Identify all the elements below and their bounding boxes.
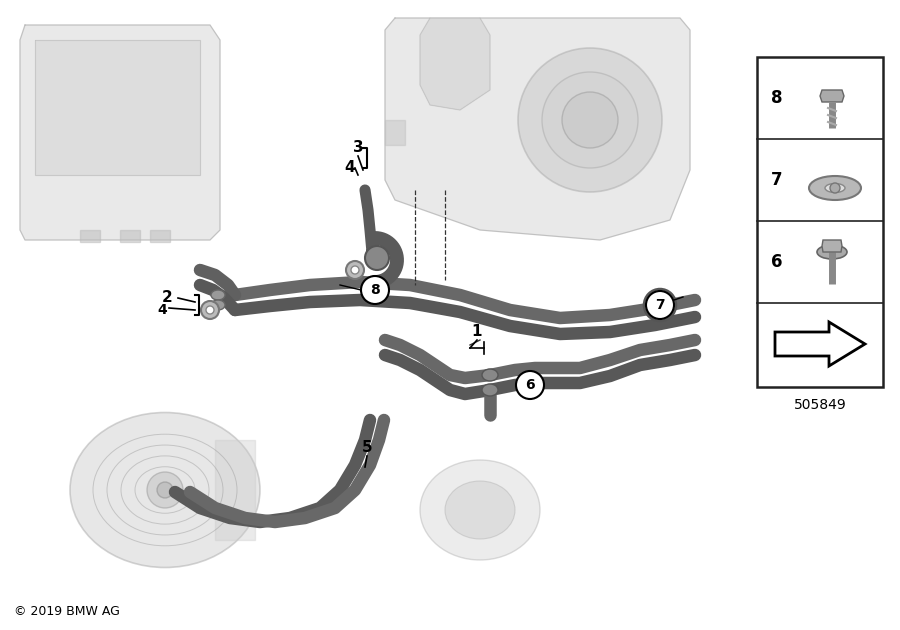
Circle shape	[516, 371, 544, 399]
Polygon shape	[385, 18, 690, 240]
Ellipse shape	[482, 384, 498, 396]
Text: 505849: 505849	[794, 398, 846, 412]
Ellipse shape	[825, 183, 845, 193]
Polygon shape	[820, 90, 844, 102]
Polygon shape	[215, 440, 255, 540]
Polygon shape	[150, 230, 170, 242]
Ellipse shape	[211, 300, 225, 310]
Text: © 2019 BMW AG: © 2019 BMW AG	[14, 605, 120, 618]
Text: 4: 4	[345, 161, 356, 176]
Polygon shape	[775, 322, 865, 366]
Ellipse shape	[817, 245, 847, 259]
Circle shape	[653, 298, 667, 312]
Ellipse shape	[211, 290, 225, 300]
Text: 7: 7	[655, 298, 665, 312]
Circle shape	[562, 92, 618, 148]
Polygon shape	[120, 230, 140, 242]
Text: 6: 6	[771, 253, 782, 271]
Circle shape	[518, 48, 662, 192]
Circle shape	[644, 289, 676, 321]
Ellipse shape	[482, 369, 498, 381]
Polygon shape	[420, 18, 490, 110]
Circle shape	[157, 482, 173, 498]
Ellipse shape	[70, 413, 260, 568]
Circle shape	[361, 276, 389, 304]
Circle shape	[206, 306, 214, 314]
Circle shape	[201, 301, 219, 319]
Circle shape	[646, 291, 674, 319]
Ellipse shape	[420, 460, 540, 560]
Circle shape	[346, 261, 364, 279]
Polygon shape	[80, 230, 100, 242]
Text: 4: 4	[158, 303, 167, 317]
Text: 8: 8	[771, 89, 782, 107]
Text: 8: 8	[370, 283, 380, 297]
Polygon shape	[385, 120, 405, 145]
Circle shape	[147, 472, 183, 508]
Text: 7: 7	[771, 171, 783, 189]
Polygon shape	[822, 240, 842, 252]
Text: 3: 3	[353, 140, 364, 156]
Ellipse shape	[809, 176, 861, 200]
Ellipse shape	[445, 481, 515, 539]
Text: 1: 1	[472, 324, 482, 340]
Circle shape	[351, 266, 359, 274]
Polygon shape	[20, 25, 220, 240]
Circle shape	[830, 183, 840, 193]
Text: 5: 5	[362, 440, 373, 455]
Bar	[757, 57, 883, 387]
Text: 2: 2	[162, 290, 173, 306]
Circle shape	[365, 246, 389, 270]
Polygon shape	[35, 40, 200, 175]
Text: 6: 6	[526, 378, 535, 392]
Circle shape	[542, 72, 638, 168]
